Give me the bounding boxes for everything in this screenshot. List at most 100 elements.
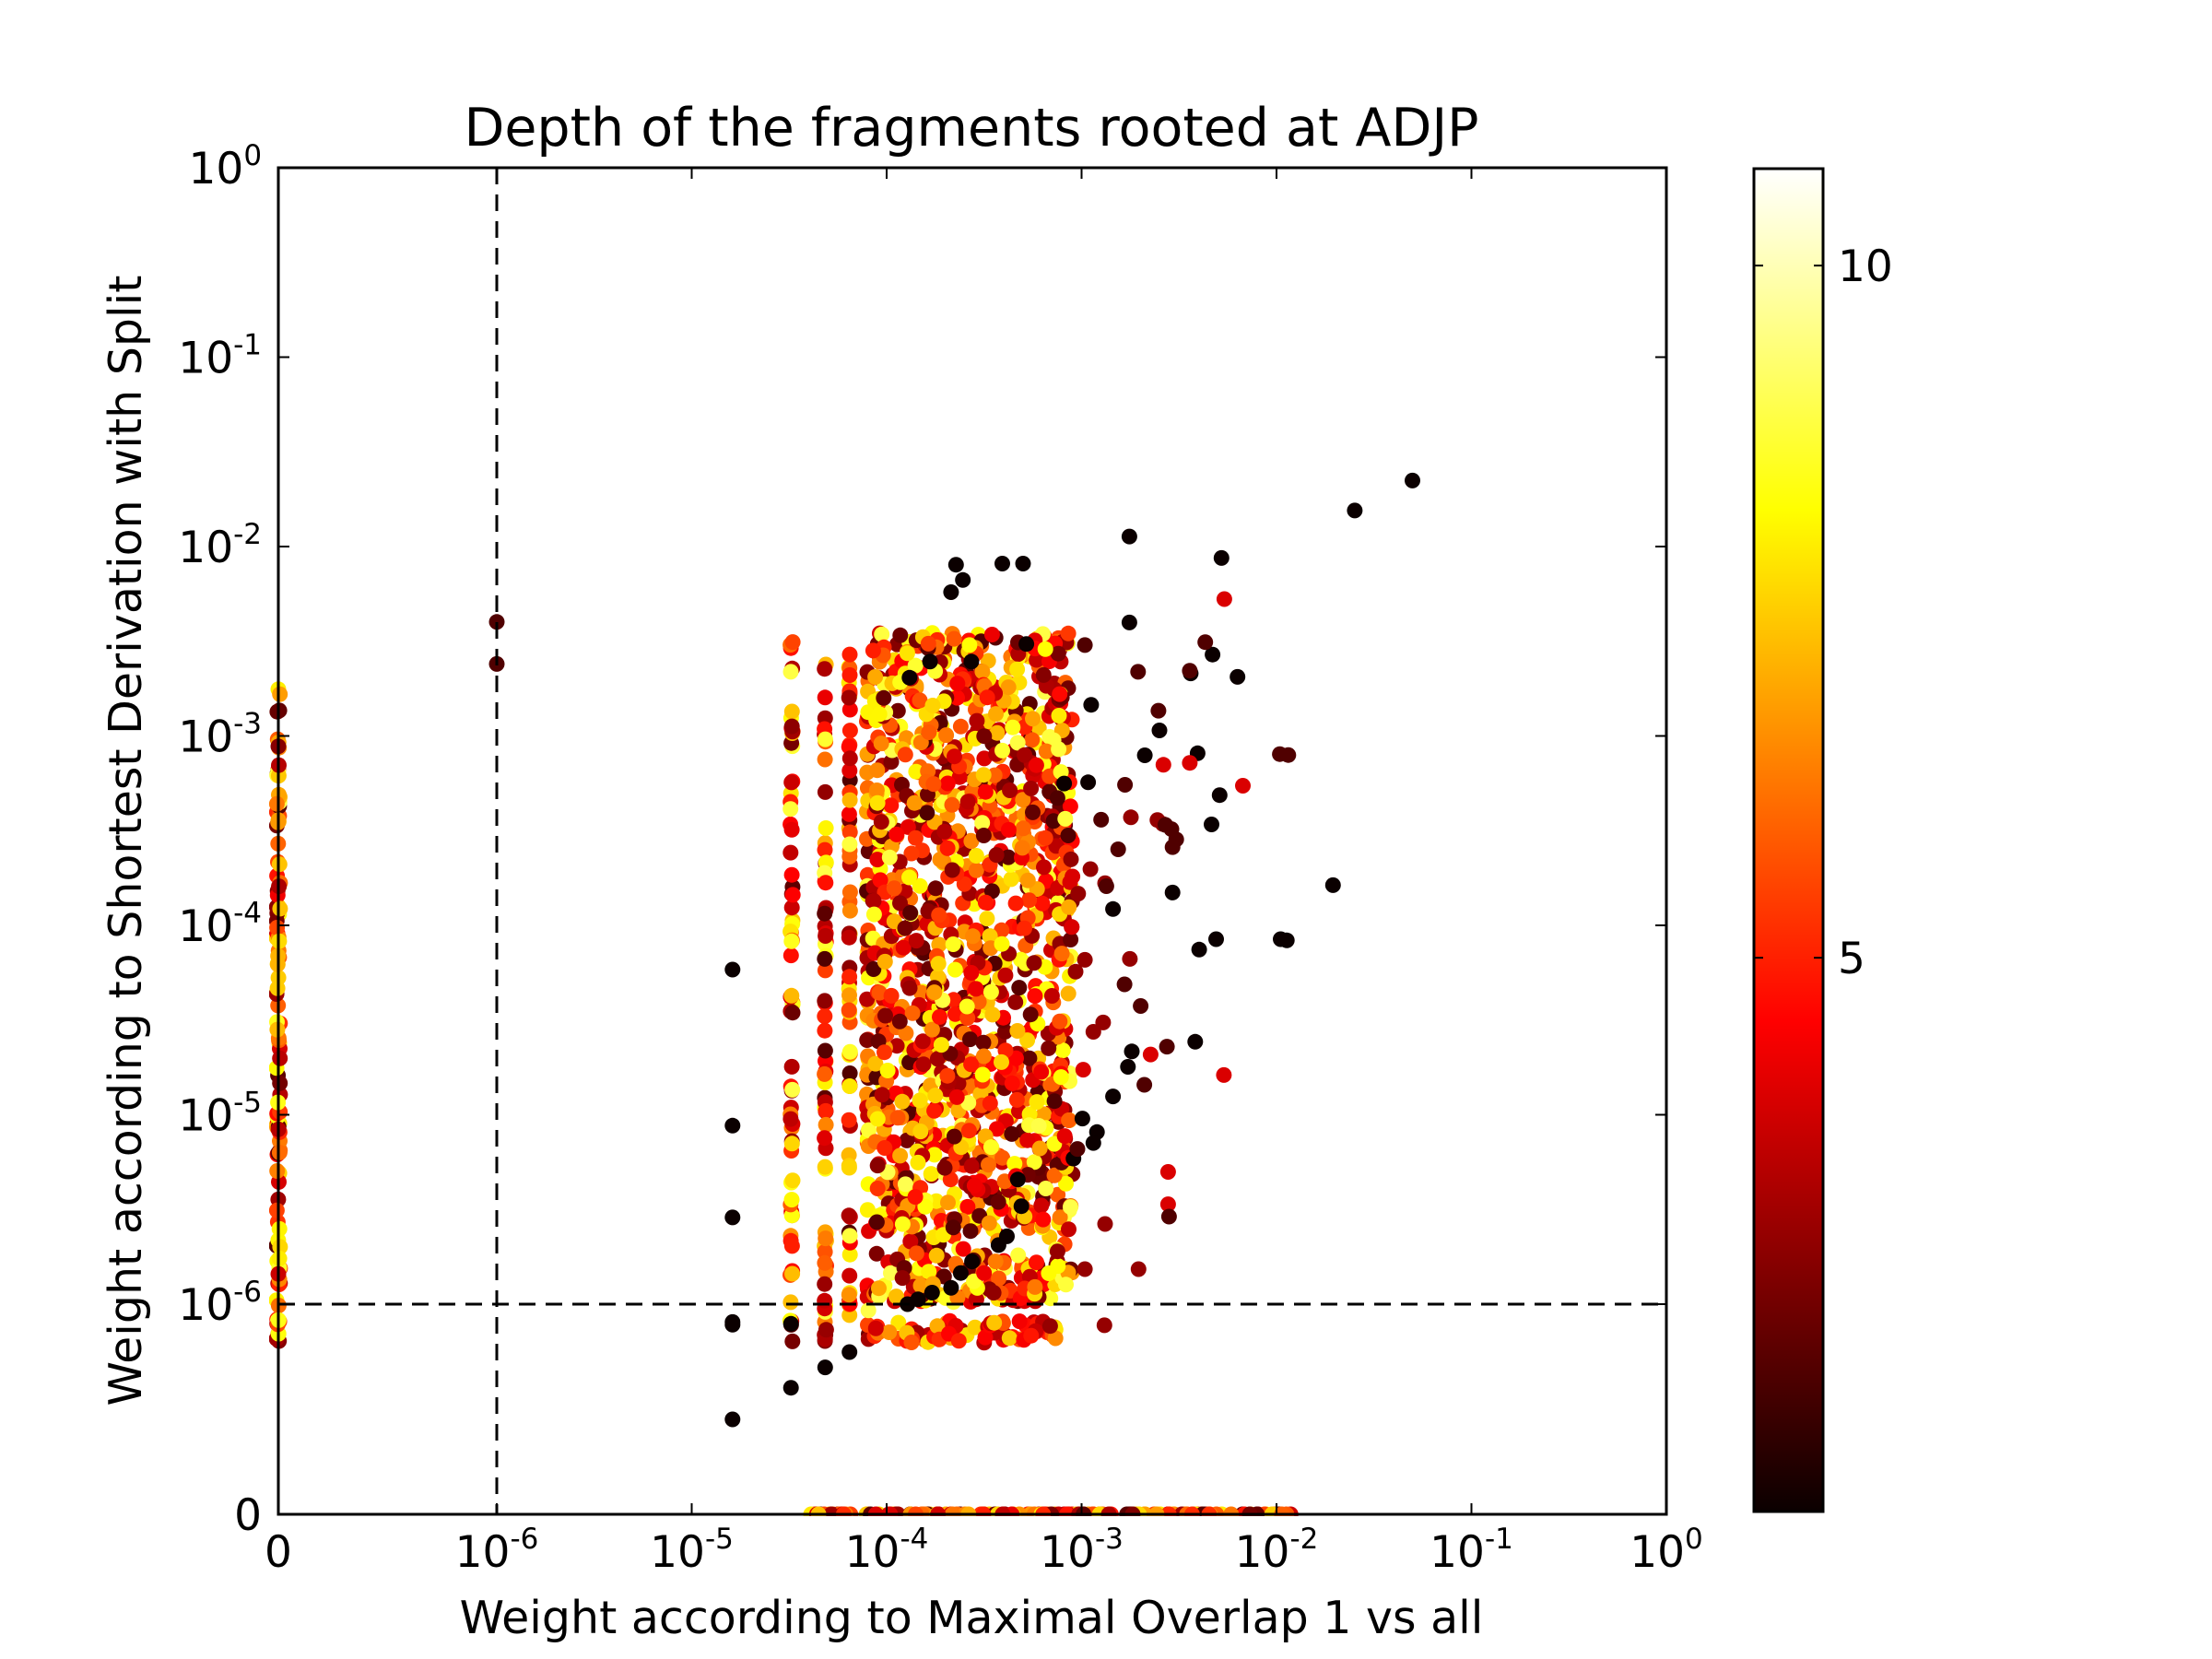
- cluster-point: [783, 718, 800, 735]
- cluster-point: [944, 862, 960, 878]
- data-point: [1216, 1066, 1232, 1083]
- cluster-point: [782, 844, 799, 861]
- cluster-point: [903, 1335, 920, 1350]
- cluster-point: [888, 1038, 905, 1054]
- cluster-point: [1004, 1075, 1020, 1091]
- data-point: [1130, 1261, 1147, 1277]
- cluster-point: [1052, 686, 1068, 702]
- data-point: [1205, 646, 1221, 663]
- reference-lines: [278, 168, 1666, 1514]
- cluster-point: [873, 814, 889, 830]
- cluster-point: [984, 1006, 1001, 1023]
- cluster-point: [876, 689, 892, 706]
- cluster-point: [912, 1277, 929, 1294]
- data-point: [1405, 472, 1420, 488]
- cluster-point: [783, 933, 800, 949]
- cluster-point: [1009, 1023, 1026, 1039]
- cluster-point: [841, 1207, 857, 1224]
- cluster-point: [883, 1265, 899, 1281]
- cluster-point: [1045, 813, 1062, 830]
- cluster-point: [961, 637, 978, 653]
- cluster-point: [1054, 1042, 1071, 1059]
- cluster-point: [947, 1006, 963, 1022]
- cluster-point: [1063, 1199, 1078, 1216]
- cluster-point: [974, 664, 991, 680]
- cluster-point: [841, 701, 858, 718]
- data-point: [1116, 976, 1133, 993]
- cluster-point: [817, 1022, 833, 1039]
- cluster-point: [1024, 732, 1041, 748]
- cluster-point: [927, 1088, 944, 1104]
- cluster-point: [817, 1065, 833, 1082]
- cluster-point: [946, 1128, 962, 1145]
- cluster-point: [983, 627, 1000, 642]
- cluster-point: [946, 992, 962, 1008]
- data-point: [488, 614, 505, 630]
- scatter-points: [269, 472, 1420, 1516]
- x-axis-ticks: 0 10-6 10-5 10-4 10-3 10-2 10-1 100: [265, 168, 1703, 1578]
- cluster-point: [1034, 895, 1051, 912]
- cluster-point: [1038, 1181, 1054, 1196]
- data-point: [1096, 1317, 1112, 1334]
- cluster-point: [912, 877, 928, 894]
- cluster-point: [841, 969, 858, 985]
- cluster-point: [817, 1159, 833, 1175]
- cluster-point: [1021, 892, 1038, 909]
- cluster-point: [952, 718, 969, 735]
- x-tick-label: 10-3: [1040, 1523, 1124, 1578]
- data-point: [1213, 549, 1230, 566]
- cluster-point: [1025, 804, 1041, 820]
- cluster-point: [969, 712, 985, 729]
- cluster-point: [932, 852, 948, 868]
- cluster-point: [1063, 932, 1079, 947]
- data-point: [1121, 528, 1137, 545]
- cluster-point: [817, 689, 833, 706]
- cluster-point: [907, 830, 924, 846]
- cluster-point: [929, 1318, 946, 1335]
- cluster-point: [841, 762, 858, 779]
- y-tick-label: 10-4: [178, 897, 262, 952]
- cluster-point: [886, 880, 902, 897]
- cluster-point: [1051, 708, 1067, 724]
- cluster-point: [977, 783, 994, 800]
- cluster-point: [1000, 679, 1017, 696]
- data-point: [1235, 778, 1251, 794]
- data-point: [1067, 963, 1084, 980]
- cluster-point: [976, 728, 993, 745]
- cluster-point: [1009, 735, 1026, 751]
- cluster-point: [1047, 1330, 1064, 1347]
- cluster-point: [942, 1171, 959, 1188]
- data-point: [1063, 851, 1079, 867]
- y-tick-label: 10-5: [178, 1087, 262, 1142]
- data-point: [782, 1380, 799, 1396]
- cluster-point: [1001, 1330, 1018, 1347]
- cluster-point: [982, 1139, 999, 1156]
- cluster-point: [783, 1238, 800, 1254]
- data-point: [1164, 839, 1181, 855]
- cluster-point: [877, 1044, 892, 1061]
- data-point: [1324, 877, 1341, 893]
- cluster-point: [908, 763, 924, 780]
- cluster-point: [946, 630, 962, 647]
- cluster-point: [1061, 1221, 1077, 1238]
- data-point: [1159, 1164, 1176, 1180]
- cluster-point: [784, 1005, 801, 1021]
- data-point: [1082, 861, 1099, 877]
- cluster-point: [917, 1198, 934, 1215]
- data-point: [922, 653, 938, 670]
- cluster-point: [817, 1042, 833, 1059]
- cluster-point: [1060, 625, 1077, 641]
- cluster-point: [817, 1292, 833, 1309]
- cluster-point: [818, 1230, 834, 1247]
- cluster-point: [1053, 1069, 1069, 1086]
- cluster-point: [841, 1287, 857, 1303]
- cluster-point: [926, 1147, 943, 1163]
- cluster-point: [818, 1102, 834, 1119]
- data-point: [1159, 1039, 1175, 1055]
- cluster-point: [929, 1051, 946, 1067]
- data-point: [1105, 900, 1122, 917]
- cluster-point: [841, 902, 858, 919]
- cluster-point: [869, 852, 886, 868]
- cluster-point: [841, 987, 857, 1004]
- cluster-point: [1058, 1175, 1074, 1192]
